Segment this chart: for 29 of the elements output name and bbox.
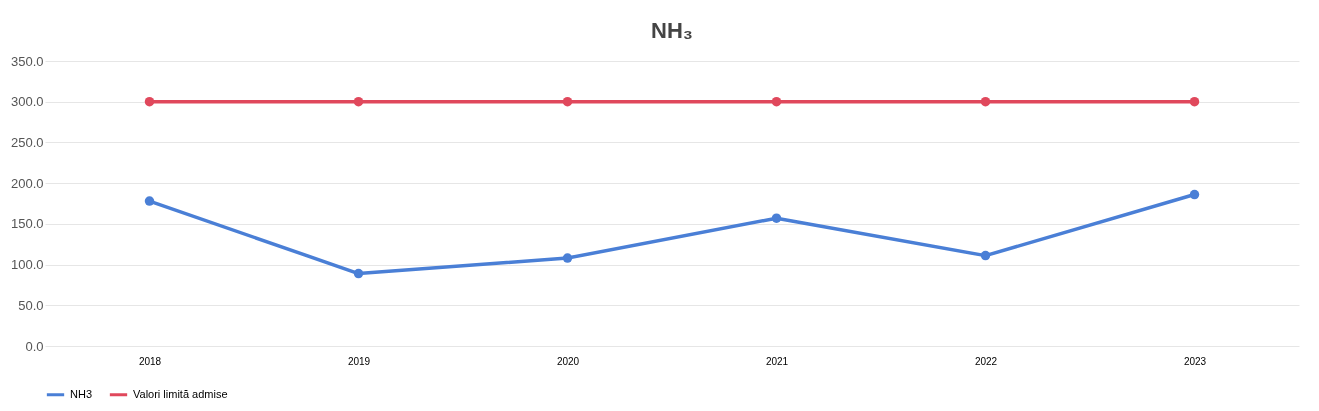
- point: [562, 96, 573, 107]
- chart-title: NH₃: [651, 18, 693, 43]
- point: [144, 96, 155, 107]
- point: [562, 253, 573, 263]
- point: [1189, 96, 1200, 107]
- y-tick-label: 0.0: [25, 338, 44, 354]
- point: [980, 250, 991, 261]
- y-tick-label: 50.0: [18, 297, 44, 313]
- y-tick-label: 350.0: [10, 53, 44, 69]
- point: [353, 268, 364, 279]
- x-tick-label: 2019: [347, 355, 371, 367]
- x-tick-label: 2022: [974, 355, 998, 367]
- y-tick-label: 300.0: [10, 94, 44, 110]
- legend-label: NH3: [70, 387, 93, 400]
- y-tick-label: 250.0: [10, 134, 44, 150]
- y-tick-label: 150.0: [10, 216, 44, 232]
- point: [980, 96, 991, 107]
- y-tick-label: 200.0: [10, 175, 44, 191]
- point: [1189, 189, 1200, 200]
- legend-label: Valori limită admise: [133, 387, 228, 400]
- x-tick-label: 2020: [556, 355, 580, 367]
- point: [771, 213, 782, 223]
- point: [144, 196, 155, 206]
- point: [771, 96, 782, 107]
- x-tick-label: 2021: [765, 355, 789, 367]
- y-tick-label: 100.0: [10, 257, 44, 273]
- point: [353, 96, 364, 107]
- x-tick-label: 2018: [138, 355, 162, 367]
- x-tick-label: 2023: [1183, 355, 1207, 367]
